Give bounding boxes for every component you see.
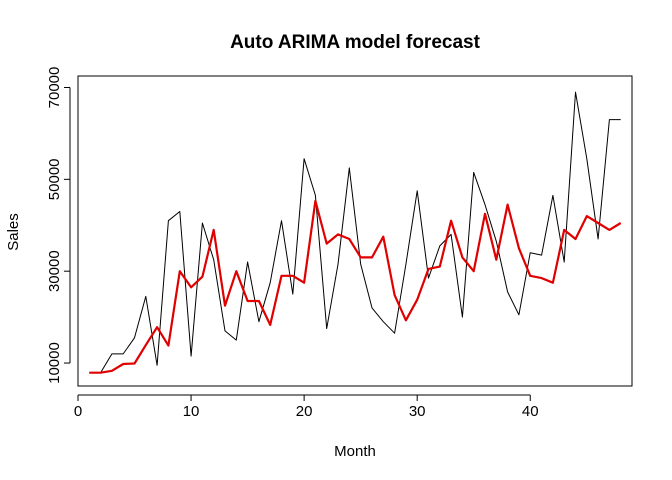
x-tick-label: 0 [74, 403, 82, 420]
y-tick-label: 30000 [46, 250, 63, 292]
series-layer [89, 91, 622, 374]
x-axis: 0 10 20 30 40 [74, 394, 539, 420]
series-line-forecast [89, 199, 622, 374]
x-tick-label: 20 [296, 403, 313, 420]
y-axis-title: Sales [5, 213, 22, 251]
x-tick-label: 40 [522, 403, 539, 420]
y-axis: 10000 30000 50000 70000 [46, 67, 71, 384]
series-line-actual [89, 91, 621, 374]
y-tick-label: 70000 [46, 67, 63, 109]
x-tick-label: 30 [409, 403, 426, 420]
y-tick-label: 10000 [46, 342, 63, 384]
y-tick-label: 50000 [46, 158, 63, 200]
plot-frame [77, 75, 633, 387]
chart-title: Auto ARIMA model forecast [230, 32, 481, 53]
x-axis-title: Month [334, 443, 376, 460]
x-tick-label: 10 [183, 403, 200, 420]
